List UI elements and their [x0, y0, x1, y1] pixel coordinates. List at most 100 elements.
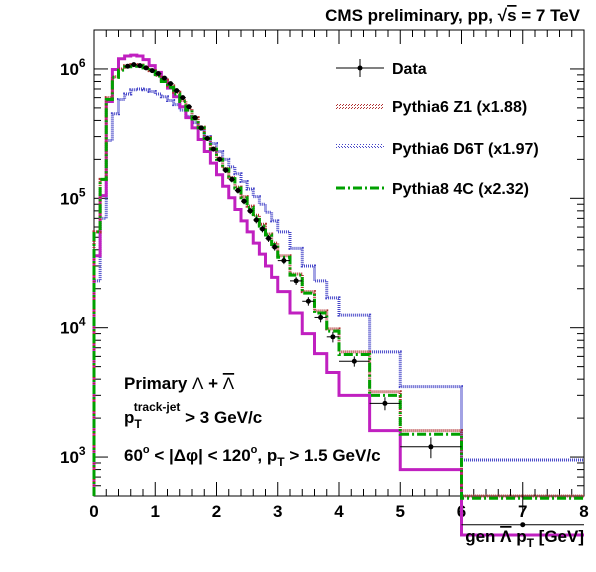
data-point	[234, 187, 241, 194]
data-point-marker	[143, 65, 149, 71]
data-point	[369, 397, 401, 411]
data-point	[241, 198, 248, 205]
data-point	[222, 167, 229, 173]
series-pythia8-4c-x2-32	[92, 64, 584, 500]
x-tick-label: 0	[89, 502, 98, 521]
x-tick-label: 3	[273, 502, 282, 521]
data-point-marker	[235, 187, 241, 193]
data-point	[198, 125, 205, 131]
data-point-marker	[293, 278, 299, 284]
data-point	[400, 437, 462, 459]
data-point	[161, 75, 168, 81]
data-point-marker	[241, 198, 247, 204]
y-tick-label: 104	[60, 315, 86, 338]
y-tick-label: 106	[60, 56, 86, 79]
data-point-marker	[210, 146, 216, 152]
legend-entry-data: Data	[336, 59, 427, 78]
data-point-marker	[204, 135, 210, 141]
data-point	[124, 63, 131, 69]
data-point-marker	[217, 156, 223, 162]
data-point-marker	[149, 68, 155, 74]
data-point	[339, 356, 370, 367]
data-point	[247, 207, 254, 215]
data-point-marker	[198, 125, 204, 131]
data-point	[173, 88, 180, 94]
data-point	[253, 216, 260, 224]
data-point	[259, 225, 266, 233]
data-point-marker	[223, 167, 229, 173]
data-point	[216, 156, 223, 162]
data-point-marker	[330, 334, 336, 340]
legend-entry-pythia8-4c: Pythia8 4C (x2.32)	[336, 181, 529, 198]
data-point-marker	[520, 522, 526, 528]
data-point	[167, 81, 174, 87]
data-point	[290, 277, 303, 285]
data-point	[136, 63, 143, 69]
data-point-marker	[382, 400, 388, 406]
data-point	[204, 135, 211, 141]
data-point-marker	[155, 71, 161, 77]
data-point	[192, 115, 199, 121]
data-point	[130, 62, 137, 68]
data-point	[265, 235, 272, 242]
data-point-marker	[168, 81, 174, 87]
data-point-marker	[259, 226, 265, 232]
data-point-marker	[281, 258, 287, 264]
data-point-marker	[253, 217, 259, 223]
data-point-marker	[247, 208, 253, 214]
data-point-marker	[192, 115, 198, 121]
legend-entry-pythia6-z1: Pythia6 Z1 (x1.88)	[336, 99, 527, 116]
data-point	[302, 297, 315, 306]
x-tick-label: 5	[396, 502, 405, 521]
data-point-marker	[125, 63, 131, 69]
legend-entry-pythia6-d6t: Pythia6 D6T (x1.97)	[336, 141, 539, 158]
data-point	[185, 104, 192, 110]
x-tick-label: 2	[212, 502, 221, 521]
data-point	[326, 331, 339, 343]
data-point-marker	[137, 63, 143, 69]
data-point-marker	[351, 358, 357, 364]
title-sqrt-s: s	[507, 6, 516, 25]
legend-label-pythia6-d6t: Pythia6 D6T (x1.97)	[392, 141, 539, 158]
data-point-marker	[186, 104, 192, 110]
data-point-marker	[428, 444, 434, 450]
annotation-track-jet: pTtrack-jet > 3 GeV/c	[124, 400, 262, 431]
data-point	[155, 71, 162, 77]
x-tick-label: 1	[151, 502, 160, 521]
series-pythia6-z1-x1-88	[92, 63, 584, 498]
data-point-marker	[318, 314, 324, 320]
y-tick-label: 103	[60, 444, 86, 467]
data-point	[277, 257, 290, 265]
legend-label-data: Data	[392, 61, 427, 78]
data-point	[143, 65, 150, 71]
legend-label-pythia6-z1: Pythia6 Z1 (x1.88)	[392, 99, 527, 116]
data-point-marker	[174, 88, 180, 94]
data-point	[149, 68, 156, 74]
data-point-marker	[229, 176, 235, 182]
x-tick-label: 4	[334, 502, 344, 521]
data-point-marker	[131, 62, 137, 68]
data-point	[461, 496, 584, 528]
data-point	[271, 243, 278, 251]
data-point-marker	[266, 235, 272, 241]
annotation-dphi: 60o < |Δφ| < 120o, pT > 1.5 GeV/c	[124, 444, 381, 469]
data-layer	[124, 62, 584, 528]
legend-label-pythia8-4c: Pythia8 4C (x2.32)	[392, 181, 529, 198]
chart-title: CMS preliminary, pp, √s = 7 TeV	[325, 6, 581, 25]
legend: Data Pythia6 Z1 (x1.88) Pythia6 D6T (x1.…	[336, 59, 539, 198]
x-axis-label: gen Λ pT [GeV]	[465, 527, 584, 550]
data-point-marker	[272, 244, 278, 250]
data-point-marker	[161, 75, 167, 81]
data-point	[179, 95, 186, 101]
annotations: Primary Λ + Λ pTtrack-jet > 3 GeV/c 60o …	[124, 374, 381, 469]
data-point-marker	[180, 95, 186, 101]
y-tick-label: 105	[60, 185, 86, 208]
series-sum	[92, 53, 584, 537]
series-pythia6-d6t-x1-97	[92, 87, 584, 496]
annotation-primary: Primary Λ + Λ	[124, 374, 235, 393]
x-tick-label: 8	[579, 502, 588, 521]
data-point	[210, 146, 217, 152]
data-point-marker	[305, 298, 311, 304]
data-point	[314, 312, 327, 323]
